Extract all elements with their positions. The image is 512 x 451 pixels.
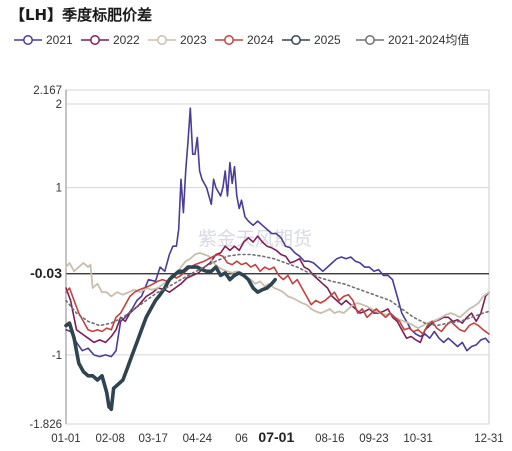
legend-item[interactable]: 2024 — [215, 33, 274, 47]
series-line-2021-2024均值 — [65, 253, 490, 327]
y-axis: 2.167 2 1 -0.03 -1 -1.826 — [29, 85, 62, 431]
x-tick-label: 03-17 — [138, 433, 167, 445]
x-axis: 01-01 02-08 03-17 04-24 06 07-01 08-16 09-23 10-… — [51, 429, 503, 445]
x-tick-label: 01-01 — [51, 433, 80, 445]
legend-item[interactable]: 2023 — [148, 33, 207, 47]
legend-marker — [23, 35, 33, 45]
x-tick-label: 04-24 — [183, 433, 213, 445]
x-tick-label: 10-31 — [403, 433, 432, 445]
series-line-2024 — [65, 253, 490, 335]
x-tick-label: 02-08 — [95, 433, 124, 445]
x-tick-label: 08-16 — [315, 433, 344, 445]
legend-marker — [157, 35, 167, 45]
series-line-2023 — [65, 251, 490, 330]
y-tick-label: -0.03 — [30, 265, 62, 281]
series-line-2025 — [64, 265, 278, 412]
legend[interactable]: 2021 2022 2023 2024 2025 2021-2024均值 — [14, 32, 469, 47]
legend-item[interactable]: 2021-2024均值 — [356, 32, 469, 47]
legend-marker — [291, 35, 301, 45]
legend-label: 2023 — [180, 33, 207, 47]
x-tick-label: 07-01 — [258, 429, 294, 445]
y-tick-label: 1 — [56, 183, 62, 195]
y-tick-label: 2 — [56, 99, 62, 111]
legend-label: 2021 — [46, 33, 73, 47]
y-tick-label: -1.826 — [29, 419, 62, 431]
chart-title: 【LH】季度标肥价差 — [10, 6, 152, 24]
y-tick-label: -1 — [52, 350, 62, 362]
legend-label: 2025 — [314, 33, 341, 47]
legend-marker — [224, 35, 234, 45]
legend-item[interactable]: 2025 — [282, 33, 341, 47]
x-tick-label: 09-23 — [359, 433, 388, 445]
legend-item[interactable]: 2022 — [81, 33, 140, 47]
grid — [65, 89, 490, 425]
legend-item[interactable]: 2021 — [14, 33, 73, 47]
y-tick-label: 2.167 — [33, 85, 62, 97]
legend-label: 2021-2024均值 — [388, 32, 469, 47]
legend-label: 2024 — [247, 33, 274, 47]
series-group — [64, 107, 490, 412]
legend-marker — [365, 35, 375, 45]
legend-marker — [90, 35, 100, 45]
plot-frame — [65, 89, 490, 425]
x-tick-label: 12-31 — [474, 433, 503, 445]
x-tick-label: 06 — [235, 433, 248, 445]
legend-label: 2022 — [113, 33, 140, 47]
